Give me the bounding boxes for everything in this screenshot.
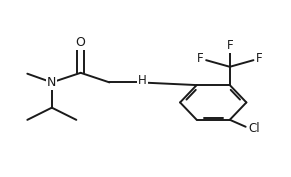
Text: O: O — [76, 36, 86, 49]
Text: H: H — [138, 74, 147, 87]
Text: F: F — [197, 52, 204, 65]
Text: Cl: Cl — [248, 122, 260, 135]
Text: F: F — [256, 52, 262, 65]
Text: N: N — [47, 76, 56, 89]
Text: F: F — [226, 39, 233, 52]
